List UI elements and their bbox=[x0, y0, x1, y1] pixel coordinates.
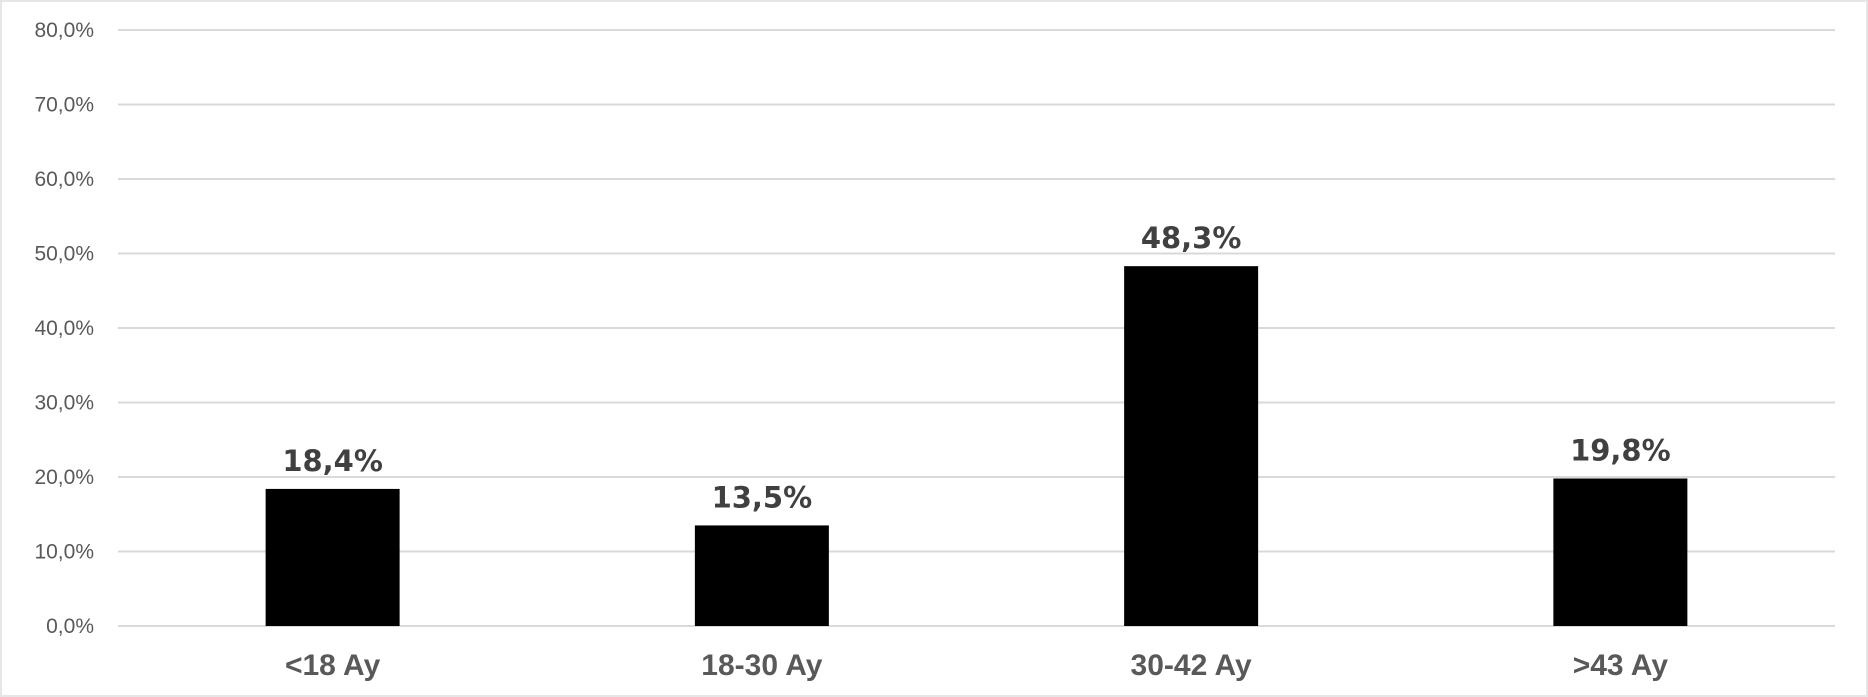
y-tick-label: 50,0% bbox=[34, 243, 94, 266]
y-tick-label: 0,0% bbox=[46, 615, 94, 638]
data-label: 13,5% bbox=[712, 480, 813, 514]
bar-1 bbox=[694, 525, 829, 626]
x-tick-label: 18-30 Ay bbox=[701, 649, 823, 682]
data-label: 48,3% bbox=[1141, 221, 1242, 255]
x-axis-ticks: <18 Ay 18-30 Ay 30-42 Ay >43 Ay bbox=[285, 649, 1668, 682]
x-tick-label: <18 Ay bbox=[285, 649, 381, 682]
x-tick-label: 30-42 Ay bbox=[1131, 649, 1253, 682]
bar-2 bbox=[1124, 266, 1259, 626]
bars bbox=[265, 266, 1688, 626]
gridlines bbox=[118, 29, 1835, 627]
data-labels: 18,4% 13,5% 48,3% 19,8% bbox=[282, 221, 1670, 514]
bar-3 bbox=[1553, 478, 1688, 626]
y-tick-label: 30,0% bbox=[34, 392, 94, 415]
y-tick-label: 60,0% bbox=[34, 168, 94, 191]
x-tick-label: >43 Ay bbox=[1573, 649, 1669, 682]
y-axis-ticks: 0,0% 10,0% 20,0% 30,0% 40,0% 50,0% 60,0% 70,0% 8… bbox=[34, 19, 94, 638]
y-tick-label: 70,0% bbox=[34, 94, 94, 117]
y-tick-label: 80,0% bbox=[34, 19, 94, 42]
data-label: 19,8% bbox=[1570, 433, 1671, 467]
y-tick-label: 20,0% bbox=[34, 466, 94, 489]
bar-0 bbox=[265, 488, 400, 626]
y-tick-label: 10,0% bbox=[34, 541, 94, 564]
y-tick-label: 40,0% bbox=[34, 317, 94, 340]
data-label: 18,4% bbox=[282, 444, 383, 478]
